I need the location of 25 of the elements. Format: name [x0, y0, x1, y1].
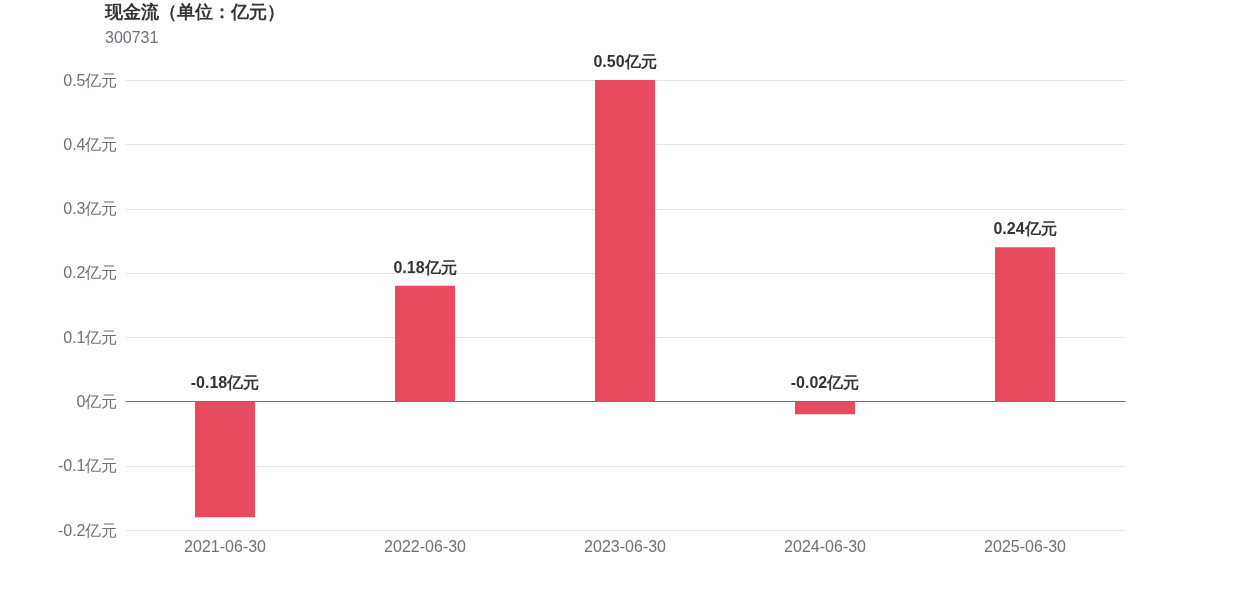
y-tick-label: 0.4亿元 — [63, 135, 118, 153]
data-label: 0.18亿元 — [393, 258, 457, 276]
bar — [995, 247, 1055, 402]
y-tick-label: 0.5亿元 — [63, 71, 118, 89]
data-label: -0.02亿元 — [790, 374, 860, 392]
y-tick-label: 0亿元 — [76, 392, 118, 410]
x-tick-label: 2025-06-30 — [984, 537, 1067, 555]
bar — [395, 285, 455, 402]
y-tick-label: 0.3亿元 — [63, 200, 118, 218]
data-label: -0.18亿元 — [190, 374, 260, 392]
y-tick-label: -0.2亿元 — [57, 521, 118, 539]
y-tick-label: -0.1亿元 — [57, 457, 118, 475]
chart-subtitle: 300731 — [105, 29, 159, 46]
data-label: 0.50亿元 — [593, 53, 657, 70]
bar — [795, 401, 855, 415]
data-label: 0.24亿元 — [993, 220, 1057, 238]
x-tick-label: 2022-06-30 — [384, 537, 467, 555]
chart-title: 现金流（单位：亿元） — [104, 2, 285, 22]
y-tick-label: 0.2亿元 — [63, 264, 118, 282]
x-tick-label: 2024-06-30 — [784, 537, 867, 555]
bar — [195, 401, 255, 518]
bar — [595, 80, 655, 402]
x-tick-label: 2021-06-30 — [184, 537, 267, 555]
x-tick-label: 2023-06-30 — [584, 537, 667, 555]
y-tick-label: 0.1亿元 — [63, 328, 118, 346]
